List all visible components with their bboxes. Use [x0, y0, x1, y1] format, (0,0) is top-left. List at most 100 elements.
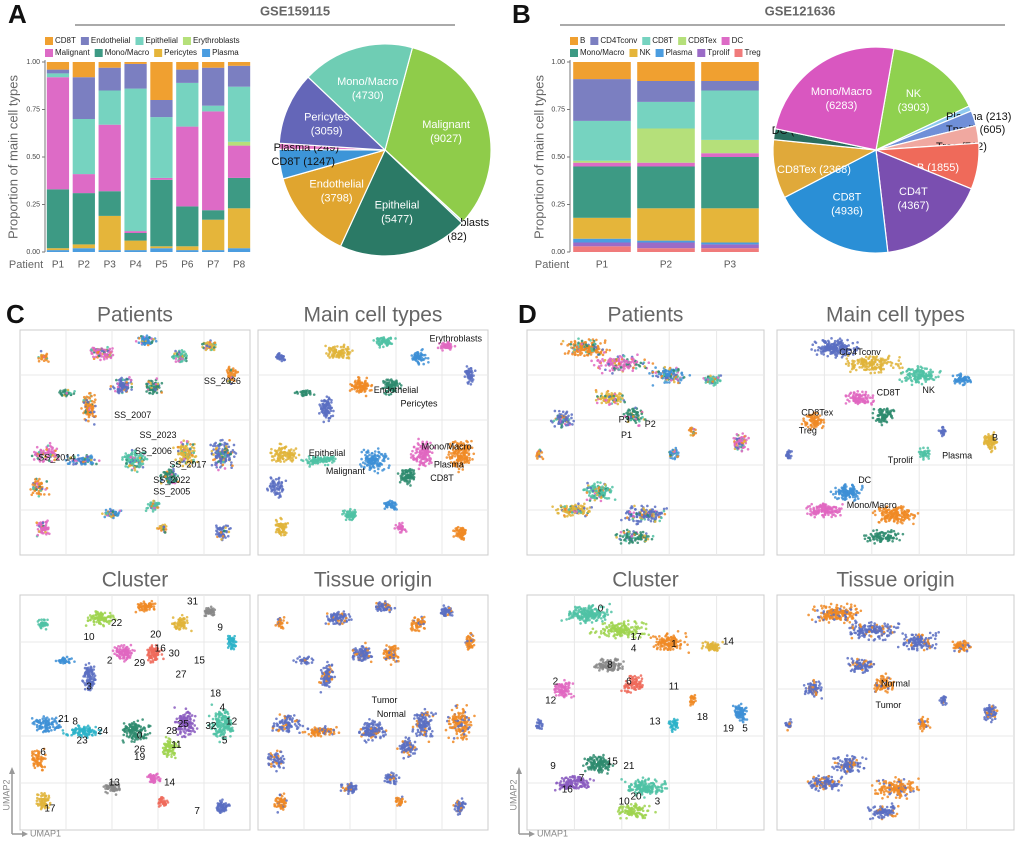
umap-dot: [125, 732, 129, 735]
bar-segment: [637, 166, 695, 209]
umap-dot: [329, 406, 333, 409]
umap-dot: [40, 527, 44, 530]
bar-segment: [46, 248, 70, 251]
umap-dot: [355, 387, 359, 390]
umap-dot: [363, 390, 366, 393]
bar-segment: [124, 88, 147, 232]
umap-dot: [99, 611, 103, 615]
umap-dot: [207, 714, 211, 718]
umap-dot: [39, 521, 42, 524]
umap-dot: [339, 354, 342, 357]
bar-segment: [72, 174, 95, 194]
umap-dot: [189, 443, 192, 446]
umap-dot: [44, 627, 48, 631]
umap-dot: [389, 378, 393, 381]
slice-value: (213): [986, 111, 1012, 123]
umap-dot: [148, 724, 152, 728]
umap-dot: [351, 517, 355, 521]
umap-dot: [116, 382, 120, 385]
bar-segment: [227, 86, 251, 142]
umap-dot: [274, 523, 278, 527]
umap-dot: [266, 488, 270, 492]
umap-dot: [103, 515, 107, 519]
umap-dot: [348, 351, 352, 354]
umap-dot: [152, 337, 155, 341]
umap-dot: [35, 521, 39, 525]
umap-dot: [292, 449, 296, 452]
umap-dot: [216, 721, 219, 725]
x-tick-label: P5: [155, 260, 168, 271]
umap-dot: [360, 450, 364, 454]
umap-dot: [318, 412, 321, 415]
umap-label: SS_2006: [135, 446, 172, 456]
umap-dot: [227, 527, 231, 531]
umap-dot: [106, 615, 110, 619]
umap-dot: [150, 646, 154, 649]
umap-dot: [393, 527, 397, 530]
umap-dot: [103, 353, 107, 357]
umap-dot: [113, 646, 117, 649]
umap-dot: [101, 623, 105, 627]
umap-dot: [313, 458, 317, 462]
umap-label: Endothelial: [374, 385, 419, 395]
umap-dot: [426, 356, 430, 360]
umap-dot: [417, 443, 420, 447]
umap-dot: [220, 716, 223, 719]
umap-dot: [121, 739, 125, 742]
umap-dot: [368, 468, 372, 472]
umap-dot: [112, 386, 116, 390]
umap-dot: [40, 354, 43, 357]
slice-name: CD8T: [833, 191, 862, 203]
bar-segment: [701, 90, 759, 140]
umap-dot: [284, 522, 287, 526]
umap-dot: [122, 648, 126, 652]
umap-dot: [278, 491, 281, 495]
umap-dot: [275, 528, 279, 532]
umap-dot: [270, 489, 273, 493]
legend-label: Pericytes: [164, 48, 197, 57]
umap-dot: [48, 459, 51, 463]
umap-dot: [219, 534, 223, 537]
bar-segment: [176, 126, 199, 207]
umap-dot: [151, 660, 155, 664]
bar-segment: [637, 162, 695, 167]
umap-dot: [360, 457, 363, 461]
umap-dot: [30, 493, 34, 497]
umap-label: SS_2017: [169, 459, 206, 469]
bar-segment: [124, 240, 147, 251]
legend-swatch: [202, 49, 211, 57]
umap-dot: [291, 456, 294, 460]
umap-dot: [38, 487, 42, 490]
bar-segment: [176, 206, 199, 247]
umap-dot: [186, 621, 189, 625]
umap-dot: [412, 458, 416, 461]
umap-dot: [231, 449, 235, 452]
umap-dot: [116, 512, 120, 515]
umap-dot: [97, 622, 101, 625]
umap-dot: [383, 502, 386, 505]
umap-dot: [225, 529, 228, 533]
umap-dot: [217, 460, 220, 463]
umap-dot: [91, 461, 95, 465]
umap-dot: [93, 400, 96, 404]
umap-dot: [91, 614, 94, 618]
umap-dot: [223, 467, 227, 470]
umap-dot: [278, 494, 282, 497]
umap-dot: [36, 620, 40, 623]
umap-dot: [162, 657, 165, 661]
umap-dot: [191, 453, 194, 457]
umap-title: Cluster: [102, 569, 169, 592]
umap-dot: [150, 599, 154, 603]
umap-dot: [282, 460, 286, 463]
umap-dot: [401, 469, 404, 472]
umap-dot: [84, 624, 88, 627]
umap-dot: [86, 455, 89, 459]
umap-dot: [125, 645, 129, 649]
umap-dot: [141, 451, 145, 454]
umap-dot: [30, 717, 34, 720]
umap-dot: [133, 740, 136, 743]
umap-dot: [66, 455, 69, 458]
bar-segment: [573, 246, 631, 252]
umap-dot: [228, 371, 232, 374]
pie-slice: [875, 149, 973, 253]
